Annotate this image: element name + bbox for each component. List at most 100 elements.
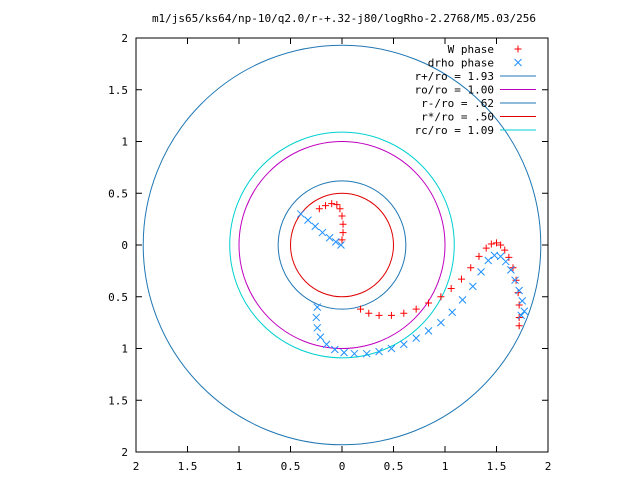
data-point xyxy=(458,296,467,304)
y-tick-label: 2 xyxy=(121,446,128,459)
data-point xyxy=(333,201,341,209)
data-point xyxy=(357,305,365,313)
legend-label: r+/ro = 1.93 xyxy=(415,70,494,83)
legend-marker xyxy=(514,45,522,53)
data-point xyxy=(517,311,526,320)
data-point xyxy=(520,307,529,316)
data-point xyxy=(313,303,322,311)
reference-circles xyxy=(142,44,542,446)
legend-label: ro/ro = 1.00 xyxy=(415,84,494,97)
y-tick-label: 2 xyxy=(121,32,128,45)
data-point xyxy=(336,205,344,213)
data-point xyxy=(328,200,336,208)
x-tick-label: 1 xyxy=(236,460,243,473)
data-point xyxy=(399,340,408,349)
x-tick-label: 0.5 xyxy=(384,460,404,473)
data-point xyxy=(338,236,346,244)
chart-title: m1/js65/ks64/np-10/q2.0/r-+.32-j80/logRh… xyxy=(152,12,536,25)
x-tick-label: 1.5 xyxy=(487,460,507,473)
x-tick-label: 0.5 xyxy=(281,460,301,473)
data-point xyxy=(387,344,396,353)
data-point xyxy=(325,233,334,242)
data-point xyxy=(514,289,522,297)
data-point xyxy=(511,276,519,285)
series-group xyxy=(296,210,529,358)
axes: 2 1.5 1 0.5 0 0.5 1 1.5 221.510.500.511.52 xyxy=(108,32,551,473)
data-point xyxy=(515,286,524,295)
data-point xyxy=(375,311,383,319)
circle-line xyxy=(238,141,446,349)
data-point xyxy=(501,257,510,266)
data-point xyxy=(425,299,433,307)
data-point xyxy=(412,305,420,313)
data-point xyxy=(339,229,347,237)
data-point xyxy=(311,222,320,231)
data-point xyxy=(487,240,495,248)
data-point xyxy=(296,210,305,218)
y-tick-label: 1.5 xyxy=(108,84,128,97)
y-tick-label: 0 xyxy=(121,239,128,252)
data-point xyxy=(490,251,499,260)
data-point xyxy=(505,253,513,261)
data-point xyxy=(457,275,465,283)
data-point xyxy=(304,216,312,225)
data-point xyxy=(362,349,371,358)
data-point xyxy=(400,309,408,317)
y-tick-label: 1 xyxy=(121,136,128,149)
data-point xyxy=(497,241,505,249)
data-point xyxy=(448,308,457,317)
data-point xyxy=(313,323,322,332)
legend-label: W phase xyxy=(448,43,494,56)
y-tick-label: 0.5 xyxy=(108,187,128,200)
data-point xyxy=(482,244,490,252)
data-point xyxy=(437,318,445,327)
circle-line xyxy=(142,44,542,446)
y-tick-label: 0.5 xyxy=(108,291,128,304)
data-point xyxy=(340,348,348,357)
legend-label: r-/ro = .62 xyxy=(421,97,494,110)
data-point xyxy=(493,239,500,247)
x-tick-label: 1 xyxy=(442,460,449,473)
legend-marker xyxy=(514,58,522,67)
data-point xyxy=(512,276,520,284)
x-tick-label: 0 xyxy=(339,460,346,473)
x-tick-label: 2 xyxy=(545,460,552,473)
data-point xyxy=(437,293,445,301)
circle-line xyxy=(277,180,407,310)
data-point xyxy=(315,205,323,213)
data-point xyxy=(322,340,331,349)
data-point xyxy=(468,282,477,291)
data-point xyxy=(322,202,330,210)
y-tick-label: 1 xyxy=(121,343,128,356)
data-point xyxy=(339,220,347,228)
data-point xyxy=(475,252,483,260)
data-point xyxy=(501,246,509,254)
data-point xyxy=(467,264,475,272)
data-point xyxy=(507,265,515,274)
data-point xyxy=(330,345,339,354)
data-point xyxy=(484,256,493,265)
data-point xyxy=(365,309,373,317)
data-point xyxy=(338,212,346,220)
data-point xyxy=(424,327,433,335)
data-point xyxy=(316,333,325,341)
data-point xyxy=(318,228,327,237)
x-tick-label: 2 xyxy=(133,460,140,473)
series-group xyxy=(315,200,523,330)
circle-line xyxy=(290,192,394,298)
circle-line xyxy=(229,131,455,359)
legend-label: rc/ro = 1.09 xyxy=(415,124,494,137)
data-point xyxy=(515,301,523,309)
data-point xyxy=(515,322,523,330)
data-series xyxy=(296,200,529,358)
data-point xyxy=(387,311,395,319)
data-point xyxy=(518,297,527,305)
data-point xyxy=(350,349,359,358)
legend-label: drho phase xyxy=(428,57,494,70)
data-point xyxy=(331,238,340,246)
data-point xyxy=(412,334,421,343)
y-tick-label: 1.5 xyxy=(108,394,128,407)
data-point xyxy=(447,284,455,292)
